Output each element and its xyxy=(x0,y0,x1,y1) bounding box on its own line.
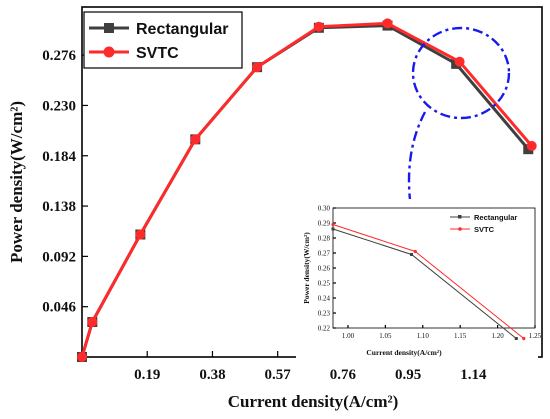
legend-label-rectangular: Rectangular xyxy=(136,21,228,38)
inset-x-axis-label: Current density(A/cm²) xyxy=(366,348,442,357)
x-tick-label: 0.95 xyxy=(395,367,421,383)
y-tick-label: 0.30 xyxy=(318,205,331,213)
main-x-axis-label: Current density(A/cm²) xyxy=(228,392,399,411)
zoom-ellipse xyxy=(411,26,511,120)
x-tick-label: 1.05 xyxy=(379,332,392,340)
x-tick-label: 1.15 xyxy=(454,332,467,340)
inset-axis-ticks: 1.00 1.05 1.10 1.15 1.20 1.25 0.22 0.23 0.24 0.25… xyxy=(318,205,542,341)
inset-y-axis-label: Power density(W/cm²) xyxy=(302,232,311,304)
data-point-svtc xyxy=(454,56,465,67)
y-tick-label: 0.276 xyxy=(42,48,76,64)
inset-legend-label-rectangular: Rectangular xyxy=(474,213,517,222)
data-point-rectangular xyxy=(514,337,518,340)
data-point-svtc xyxy=(526,140,537,151)
data-point-svtc xyxy=(413,249,417,254)
y-tick-label: 0.24 xyxy=(318,295,331,303)
y-tick-label: 0.29 xyxy=(318,220,331,228)
x-tick-label: 0.76 xyxy=(330,367,357,383)
x-tick-label: 0.38 xyxy=(199,367,225,383)
data-point-svtc xyxy=(87,317,98,327)
data-point-svtc xyxy=(190,134,201,145)
x-tick-label: 1.20 xyxy=(491,332,504,340)
y-tick-label: 0.23 xyxy=(318,310,331,318)
y-tick-label: 0.184 xyxy=(42,149,76,165)
x-tick-label: 1.00 xyxy=(342,332,355,340)
x-tick-label: 1.10 xyxy=(417,332,430,340)
data-point-rectangular xyxy=(331,227,335,231)
main-y-axis-label: Power density(W/cm²) xyxy=(7,101,26,263)
y-tick-label: 0.046 xyxy=(42,300,76,316)
data-point-svtc xyxy=(135,229,146,240)
y-tick-label: 0.138 xyxy=(42,199,76,215)
inset-legend-label-svtc: SVTC xyxy=(474,225,495,234)
inset-chart: 1.00 1.05 1.10 1.15 1.20 1.25 0.22 0.23 0.24 0.25… xyxy=(296,199,542,369)
y-tick-label: 0.25 xyxy=(318,280,331,288)
main-legend: Rectangular SVTC xyxy=(83,11,243,69)
x-tick-label: 0.19 xyxy=(134,367,160,383)
zoom-arrow xyxy=(407,111,427,201)
data-point-svtc xyxy=(252,62,263,73)
y-tick-label: 0.092 xyxy=(42,249,76,265)
x-tick-label: 1.14 xyxy=(460,367,487,383)
y-tick-label: 0.22 xyxy=(318,325,331,333)
data-point-svtc xyxy=(77,352,87,362)
data-point-svtc xyxy=(331,222,335,227)
y-tick-label: 0.230 xyxy=(42,98,76,114)
main-series-group xyxy=(77,18,537,362)
data-point-svtc xyxy=(313,21,324,32)
data-point-svtc xyxy=(382,18,393,29)
data-point-rectangular xyxy=(410,253,414,256)
x-tick-label: 0.57 xyxy=(265,367,292,383)
inset-legend: Rectangular SVTC xyxy=(450,213,517,234)
legend-label-svtc: SVTC xyxy=(136,45,179,62)
x-tick-label: 1.25 xyxy=(529,332,542,340)
y-tick-label: 0.26 xyxy=(318,265,331,273)
data-point-svtc xyxy=(522,336,526,341)
y-tick-label: 0.28 xyxy=(318,235,331,243)
main-axis-ticks: 0.19 0.38 0.57 0.76 0.95 1.14 0.046 0.092 0.138 0… xyxy=(42,48,487,383)
inset-series-group xyxy=(331,222,526,341)
y-tick-label: 0.27 xyxy=(318,250,331,258)
